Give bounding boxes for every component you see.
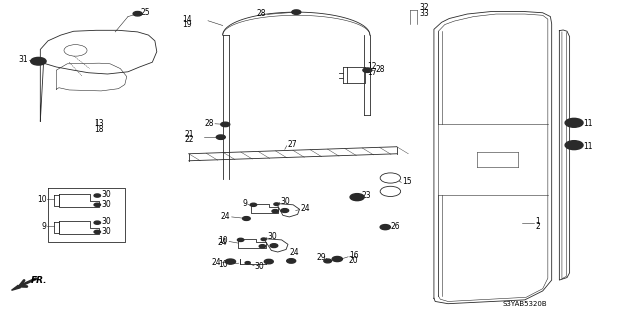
Text: 22: 22 xyxy=(184,135,194,144)
Circle shape xyxy=(250,203,257,206)
Text: 24: 24 xyxy=(221,212,230,221)
Circle shape xyxy=(281,209,289,212)
Text: 15: 15 xyxy=(402,177,412,186)
Circle shape xyxy=(380,186,401,197)
Text: 27: 27 xyxy=(288,140,298,149)
Text: 21: 21 xyxy=(184,130,194,139)
Text: 33: 33 xyxy=(419,9,429,18)
Circle shape xyxy=(272,210,278,213)
Text: 19: 19 xyxy=(182,20,192,29)
Circle shape xyxy=(261,238,266,241)
Circle shape xyxy=(259,245,266,248)
Circle shape xyxy=(216,135,225,139)
Text: 12: 12 xyxy=(367,63,376,71)
Text: 24: 24 xyxy=(218,238,227,247)
Text: 30: 30 xyxy=(255,262,264,271)
Text: 10: 10 xyxy=(218,236,228,245)
Circle shape xyxy=(133,11,142,16)
Text: 14: 14 xyxy=(182,15,192,24)
Circle shape xyxy=(94,230,100,234)
Text: 30: 30 xyxy=(101,227,111,236)
Text: 30: 30 xyxy=(101,190,111,199)
Text: 2: 2 xyxy=(536,222,540,231)
Text: 23: 23 xyxy=(362,191,371,200)
Text: 18: 18 xyxy=(95,125,104,134)
Text: 10: 10 xyxy=(37,195,47,204)
Circle shape xyxy=(565,118,583,127)
Text: 24: 24 xyxy=(289,249,299,257)
Circle shape xyxy=(31,57,46,65)
Text: 26: 26 xyxy=(390,222,400,231)
Text: 30: 30 xyxy=(101,200,111,209)
Circle shape xyxy=(270,244,278,248)
Circle shape xyxy=(324,259,332,263)
Circle shape xyxy=(243,217,250,220)
Text: 11: 11 xyxy=(584,142,593,151)
Text: 17: 17 xyxy=(367,68,376,77)
Circle shape xyxy=(221,122,230,127)
Text: 28: 28 xyxy=(376,65,385,74)
Text: 28: 28 xyxy=(256,9,266,18)
Text: 29: 29 xyxy=(317,253,326,262)
Circle shape xyxy=(363,68,372,72)
Text: 16: 16 xyxy=(349,251,358,260)
Text: 1: 1 xyxy=(536,217,540,226)
Text: 20: 20 xyxy=(349,256,358,265)
Circle shape xyxy=(380,225,390,230)
Text: 9: 9 xyxy=(42,222,47,231)
Circle shape xyxy=(565,141,583,150)
Text: 24: 24 xyxy=(301,204,310,213)
Text: 28: 28 xyxy=(204,119,214,128)
Text: 13: 13 xyxy=(94,119,104,128)
Circle shape xyxy=(94,194,100,197)
Circle shape xyxy=(380,173,401,183)
Text: 10: 10 xyxy=(218,260,228,269)
Circle shape xyxy=(332,256,342,262)
Text: S3YAB5320B: S3YAB5320B xyxy=(502,301,547,307)
Text: 25: 25 xyxy=(141,8,150,17)
Circle shape xyxy=(274,203,279,205)
Text: 9: 9 xyxy=(242,199,247,208)
Polygon shape xyxy=(12,286,20,290)
Circle shape xyxy=(287,259,296,263)
Circle shape xyxy=(292,10,301,14)
Text: 30: 30 xyxy=(268,232,277,241)
Text: 32: 32 xyxy=(419,4,429,12)
Text: FR.: FR. xyxy=(31,276,47,285)
Circle shape xyxy=(225,259,236,264)
Circle shape xyxy=(245,262,250,264)
Text: 31: 31 xyxy=(19,56,28,64)
Circle shape xyxy=(264,259,273,264)
Circle shape xyxy=(64,45,87,56)
Text: 30: 30 xyxy=(280,197,290,206)
Circle shape xyxy=(94,203,100,206)
Text: 30: 30 xyxy=(101,217,111,226)
Circle shape xyxy=(94,221,100,224)
Text: 24: 24 xyxy=(211,258,221,267)
Circle shape xyxy=(237,238,244,241)
Text: 11: 11 xyxy=(584,119,593,128)
Circle shape xyxy=(350,194,364,201)
